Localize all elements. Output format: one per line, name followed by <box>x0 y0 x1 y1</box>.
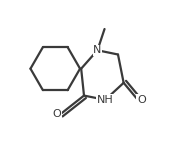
Text: O: O <box>53 109 61 119</box>
Text: O: O <box>137 95 146 105</box>
Text: N: N <box>93 45 102 55</box>
Text: NH: NH <box>97 95 114 105</box>
